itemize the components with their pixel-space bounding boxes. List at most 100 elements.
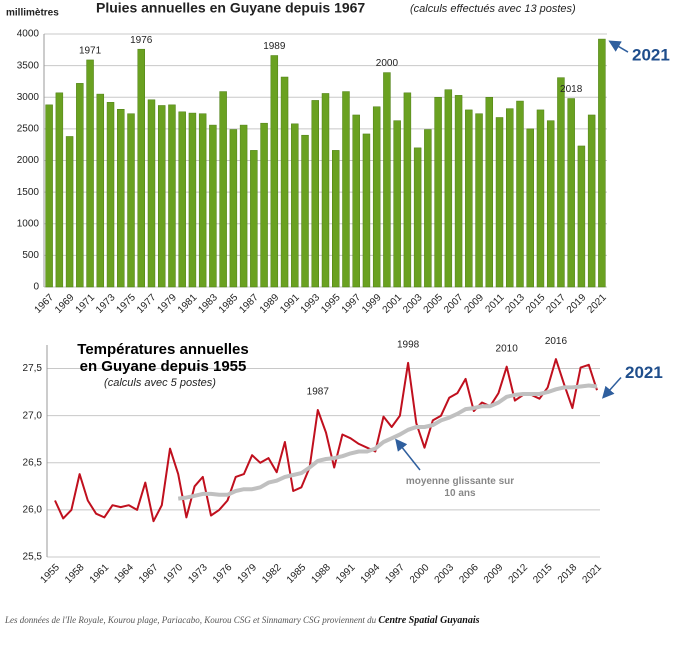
bar <box>321 93 330 288</box>
x-tick-label: 1961 <box>88 562 112 586</box>
bar <box>96 93 105 288</box>
x-tick-label: 1995 <box>319 292 343 316</box>
x-tick-label: 1967 <box>33 292 57 316</box>
y-tick-label: 0 <box>33 282 39 293</box>
bar <box>250 150 258 288</box>
x-tick-label: 2015 <box>524 292 548 316</box>
bar <box>147 99 156 288</box>
bar <box>383 72 391 288</box>
annotation: 2021 <box>632 46 670 65</box>
x-tick-label: 2003 <box>433 562 457 586</box>
y-tick-label: 2500 <box>17 124 40 135</box>
bar <box>557 77 565 288</box>
x-tick-label: 2005 <box>422 292 446 316</box>
x-tick-label: 1955 <box>38 562 62 586</box>
x-tick-label: 2011 <box>484 292 507 315</box>
bar <box>76 83 84 288</box>
x-tick-label: 2001 <box>381 292 405 316</box>
bar <box>444 89 453 288</box>
annotation: 2016 <box>545 336 568 347</box>
x-tick-label: 2012 <box>507 562 531 586</box>
x-tick-label: 1997 <box>383 562 407 586</box>
bar <box>424 129 432 288</box>
chart-subtitle: (calculs avec 5 postes) <box>104 377 216 389</box>
x-tick-label: 1982 <box>260 562 284 586</box>
bar <box>342 91 350 288</box>
bar <box>106 102 115 288</box>
x-tick-label: 2019 <box>565 292 589 316</box>
bar <box>485 97 494 288</box>
series-label: moyenne glissante sur 10 ans <box>405 476 515 499</box>
y-tick-label: 4000 <box>17 29 40 40</box>
x-tick-label: 1977 <box>135 292 159 316</box>
annotation: 1998 <box>397 340 420 351</box>
x-tick-label: 2021 <box>585 292 609 316</box>
bar <box>239 124 248 288</box>
x-tick-label: 2000 <box>408 562 432 586</box>
bar <box>219 91 227 288</box>
bar <box>117 109 125 288</box>
x-tick-label: 1994 <box>359 562 383 586</box>
footer-source: Centre Spatial Guyanais <box>378 615 480 626</box>
footer: Les données de l'Ile Royale, Kourou plag… <box>5 615 480 626</box>
x-tick-label: 2007 <box>442 292 466 316</box>
footer-text: Les données de l'Ile Royale, Kourou plag… <box>5 615 379 625</box>
x-tick-label: 1983 <box>196 292 220 316</box>
bar <box>260 122 268 288</box>
x-tick-label: 1969 <box>53 292 77 316</box>
x-tick-label: 1979 <box>236 562 260 586</box>
x-tick-label: 2017 <box>544 292 568 316</box>
line-series <box>177 383 598 501</box>
bar <box>352 114 360 288</box>
y-tick-label: 27,5 <box>23 363 43 374</box>
chart-title: Températures annuelles en Guyane depuis … <box>77 341 249 375</box>
y-tick-label: 500 <box>22 250 39 261</box>
bar <box>55 92 64 288</box>
bar <box>598 38 606 288</box>
y-tick-label: 27,0 <box>23 410 43 421</box>
x-tick-label: 1989 <box>258 292 282 316</box>
bar <box>280 76 289 288</box>
y-axis-label: millimètres <box>6 8 59 19</box>
bar <box>454 95 463 288</box>
annotation: 2018 <box>560 84 583 95</box>
y-tick-label: 3500 <box>17 60 40 71</box>
x-tick-label: 1985 <box>217 292 241 316</box>
bar <box>45 104 53 288</box>
x-tick-label: 1988 <box>309 562 333 586</box>
annotation: 2000 <box>376 58 399 69</box>
line-series <box>54 358 598 523</box>
bar <box>587 114 596 288</box>
bar <box>567 98 575 288</box>
x-tick-label: 2009 <box>463 292 487 316</box>
x-tick-label: 1991 <box>278 292 302 316</box>
bar <box>157 105 166 288</box>
bar <box>577 145 586 288</box>
x-tick-label: 1973 <box>186 562 210 586</box>
x-tick-label: 1971 <box>74 292 98 316</box>
x-tick-label: 1999 <box>360 292 384 316</box>
annotation-arrow <box>395 438 421 471</box>
y-tick-label: 26,5 <box>23 457 43 468</box>
y-tick-label: 2000 <box>17 155 40 166</box>
bar <box>188 112 197 288</box>
y-tick-label: 1000 <box>17 218 40 229</box>
y-tick-label: 26,0 <box>23 505 43 516</box>
bar <box>546 120 555 288</box>
x-tick-label: 1973 <box>94 292 118 316</box>
annotation: 1987 <box>307 387 330 398</box>
x-tick-label: 2009 <box>482 562 506 586</box>
y-tick-label: 3000 <box>17 92 40 103</box>
bar <box>209 124 217 288</box>
bar <box>372 106 381 288</box>
bar <box>465 109 473 288</box>
bar <box>516 100 524 288</box>
bar <box>393 120 401 288</box>
x-tick-label: 1964 <box>112 562 136 586</box>
bar <box>65 136 74 288</box>
x-tick-label: 1970 <box>162 562 186 586</box>
x-tick-label: 1993 <box>299 292 323 316</box>
bar <box>311 100 319 288</box>
bar <box>198 113 207 288</box>
